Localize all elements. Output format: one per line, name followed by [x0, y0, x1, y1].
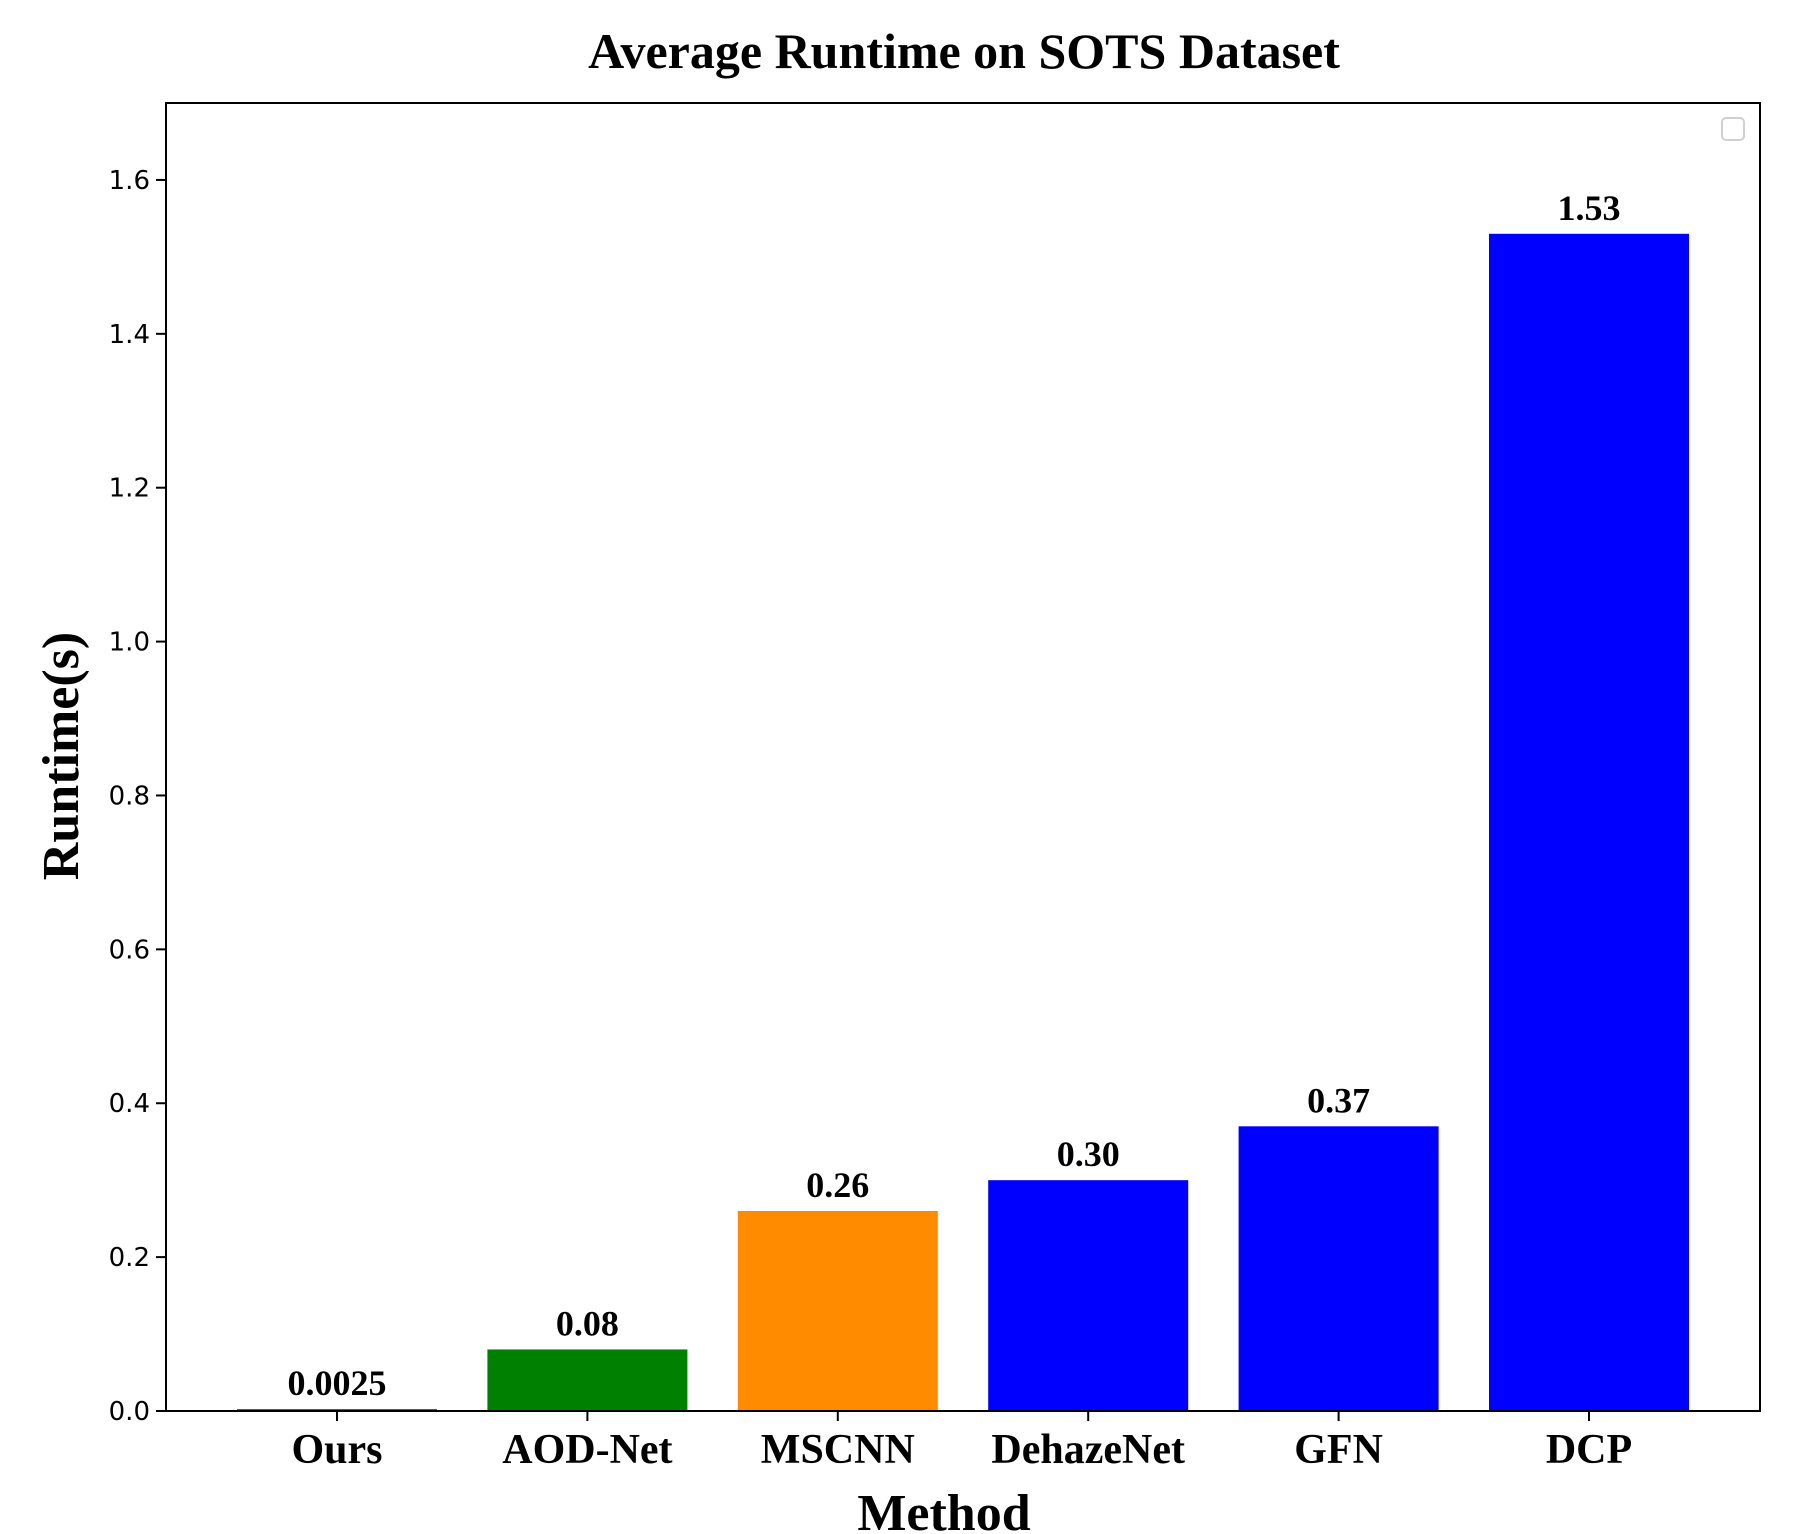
- bar-value-label: 0.08: [556, 1303, 619, 1343]
- y-tick-label: 1.4: [109, 320, 150, 350]
- bar-value-label: 1.53: [1558, 188, 1621, 228]
- y-tick-label: 0.0: [109, 1397, 150, 1427]
- bar-value-label: 0.37: [1307, 1080, 1370, 1120]
- x-tick-label: DehazeNet: [991, 1427, 1185, 1473]
- x-tick-label: AOD-Net: [502, 1427, 672, 1473]
- bar-mscnn: [737, 1210, 938, 1411]
- bar-aod-net: [487, 1349, 688, 1411]
- bar-dehazenet: [988, 1180, 1189, 1411]
- x-tick-label: MSCNN: [761, 1427, 915, 1473]
- y-tick-label: 0.2: [109, 1243, 150, 1273]
- y-tick-label: 1.0: [109, 628, 150, 658]
- x-tick-label: DCP: [1546, 1427, 1632, 1473]
- x-tick-label: GFN: [1294, 1427, 1383, 1473]
- x-tick-label: Ours: [291, 1427, 382, 1473]
- y-tick-label: 1.6: [109, 166, 150, 196]
- y-tick-label: 0.4: [109, 1089, 150, 1119]
- y-axis-label: Runtime(s): [33, 632, 90, 880]
- bar-dcp: [1489, 233, 1689, 1411]
- plot-frame: [165, 102, 1761, 1412]
- y-tick-label: 0.8: [109, 781, 150, 811]
- bar-value-label: 0.0025: [288, 1363, 387, 1403]
- bar-value-label: 0.26: [806, 1165, 869, 1205]
- x-axis-label: Method: [857, 1485, 1030, 1534]
- y-tick-label: 0.6: [109, 935, 150, 965]
- bar-gfn: [1238, 1126, 1439, 1411]
- chart-title: Average Runtime on SOTS Dataset: [588, 23, 1340, 79]
- bar-value-label: 0.30: [1057, 1134, 1120, 1174]
- y-tick-label: 1.2: [109, 474, 150, 504]
- plot-area: 0.0 0.2 0.4 0.6 0.8 1.0 1.2 1.4 1.6 0.0025 Ours 0.0…: [109, 166, 1689, 1473]
- legend-box: [1721, 117, 1745, 141]
